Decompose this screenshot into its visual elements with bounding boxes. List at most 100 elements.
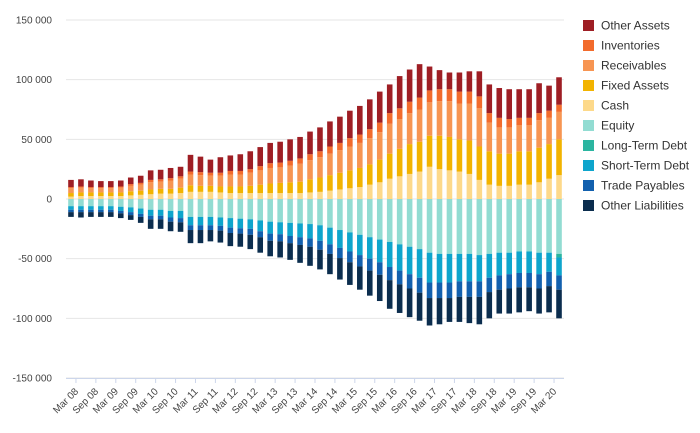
bar-segment-inventories <box>406 101 413 114</box>
bar-segment-other-assets <box>257 147 264 167</box>
y-tick-label: -150 000 <box>13 374 53 385</box>
bar-segment-other-liabilities <box>446 298 453 322</box>
bar-segment-cash <box>108 196 114 199</box>
bar-segment-other-assets <box>366 99 373 130</box>
bar-segment-other-assets <box>108 181 114 188</box>
bar-segment-other-assets <box>117 180 124 187</box>
legend-label: Fixed Assets <box>601 79 669 93</box>
bar-segment-inventories <box>416 97 423 110</box>
bar-segment-other-assets <box>376 91 383 123</box>
bar-segment-receivables <box>257 170 264 185</box>
bar-segment-fixed-assets <box>207 185 214 192</box>
bar-segment-fixed-assets <box>337 172 343 190</box>
bar-segment-fixed-assets <box>446 136 453 171</box>
bar-segment-equity <box>516 199 522 252</box>
bar-segment-other-assets <box>436 70 443 90</box>
bar-segment-other-liabilities <box>307 246 313 266</box>
bar-segment-trade-payables <box>476 281 483 297</box>
bar-segment-receivables <box>137 184 144 191</box>
bar-segment-receivables <box>327 153 333 176</box>
bar-segment-equity <box>147 199 154 210</box>
bar-segment-trade-payables <box>416 277 423 293</box>
bar-segment-other-assets <box>297 136 303 159</box>
legend-item[interactable]: Trade Payables <box>583 179 685 193</box>
bar-segment-trade-payables <box>147 215 154 220</box>
bar-segment-trade-payables <box>108 209 114 213</box>
bar-segment-equity <box>167 199 174 211</box>
bar-segment-other-liabilities <box>357 266 363 290</box>
bar-segment-trade-payables <box>506 274 513 289</box>
bar-segment-other-assets <box>137 175 144 183</box>
bar-segment-other-assets <box>446 72 453 90</box>
bar-segment-other-liabilities <box>496 289 503 314</box>
bar-segment-inventories <box>177 176 184 179</box>
bar-segment-inventories <box>247 169 254 173</box>
y-tick-label: -50 000 <box>18 254 52 265</box>
legend-item[interactable]: Fixed Assets <box>583 79 669 93</box>
bar-segment-fixed-assets <box>177 187 184 194</box>
bar-segment-equity <box>536 199 542 253</box>
bar-segment-short-term-debt <box>386 241 393 268</box>
bar-segment-receivables <box>197 175 204 186</box>
bar-segment-fixed-assets <box>376 159 383 183</box>
bar-segment-short-term-debt <box>257 220 264 232</box>
bars <box>68 64 562 326</box>
bar-segment-receivables <box>516 125 522 152</box>
bar-segment-fixed-assets <box>426 135 433 167</box>
legend-item[interactable]: Cash <box>583 99 629 113</box>
bar-segment-cash <box>267 193 273 199</box>
bar-segment-trade-payables <box>347 251 353 263</box>
legend-item[interactable]: Short-Term Debt <box>583 159 690 173</box>
bar-segment-other-assets <box>337 116 343 143</box>
legend-label: Long-Term Debt <box>601 139 688 153</box>
bar-segment-fixed-assets <box>197 185 204 192</box>
bar-segment-other-liabilities <box>157 219 164 229</box>
legend-swatch <box>583 140 594 151</box>
legend-item[interactable]: Other Liabilities <box>583 199 684 213</box>
bar-segment-short-term-debt <box>137 208 144 214</box>
bar-segment-equity <box>207 199 214 217</box>
bar-segment-cash <box>556 175 562 199</box>
bar-segment-equity <box>287 199 293 223</box>
bar-segment-other-liabilities <box>98 212 104 217</box>
bar-segment-other-assets <box>217 157 224 173</box>
bar-segment-trade-payables <box>317 240 323 250</box>
bar-segment-short-term-debt <box>446 253 453 283</box>
bar-segment-short-term-debt <box>287 222 293 236</box>
bar-segment-other-liabilities <box>187 230 194 244</box>
bar-segment-short-term-debt <box>327 227 333 245</box>
bar-segment-inventories <box>257 166 264 171</box>
bar-segment-receivables <box>297 163 303 182</box>
bar-segment-cash <box>486 184 493 199</box>
bar-segment-trade-payables <box>396 270 403 285</box>
bar-segment-short-term-debt <box>207 216 214 226</box>
bar-segment-cash <box>117 196 124 199</box>
bar-segment-fixed-assets <box>267 183 273 194</box>
legend-swatch <box>583 160 594 171</box>
bar-segment-inventories <box>486 113 493 123</box>
bar-segment-receivables <box>347 146 353 171</box>
bar-segment-other-liabilities <box>436 298 443 325</box>
legend-item[interactable]: Inventories <box>583 39 660 53</box>
bar-segment-receivables <box>446 101 453 137</box>
legend-item[interactable]: Equity <box>583 119 634 133</box>
bar-segment-inventories <box>287 160 293 166</box>
bar-segment-other-liabilities <box>337 258 343 280</box>
legend-label: Short-Term Debt <box>601 159 690 173</box>
bar-segment-cash <box>456 171 463 199</box>
bar-segment-fixed-assets <box>526 151 532 185</box>
legend-item[interactable]: Long-Term Debt <box>583 139 688 153</box>
bar-segment-short-term-debt <box>556 257 562 276</box>
bar-segment-fixed-assets <box>157 188 164 194</box>
bar-segment-equity <box>376 199 383 240</box>
bar-segment-other-assets <box>496 88 503 118</box>
bar-segment-cash <box>247 193 254 199</box>
bar-segment-short-term-debt <box>456 253 463 282</box>
legend-item[interactable]: Other Assets <box>583 19 670 33</box>
bar-segment-other-liabilities <box>167 221 174 232</box>
bar-segment-other-assets <box>197 156 204 173</box>
bar-segment-other-assets <box>98 181 104 188</box>
bar-segment-other-liabilities <box>416 292 423 321</box>
legend-item[interactable]: Receivables <box>583 59 666 73</box>
bar-segment-short-term-debt <box>536 252 542 275</box>
